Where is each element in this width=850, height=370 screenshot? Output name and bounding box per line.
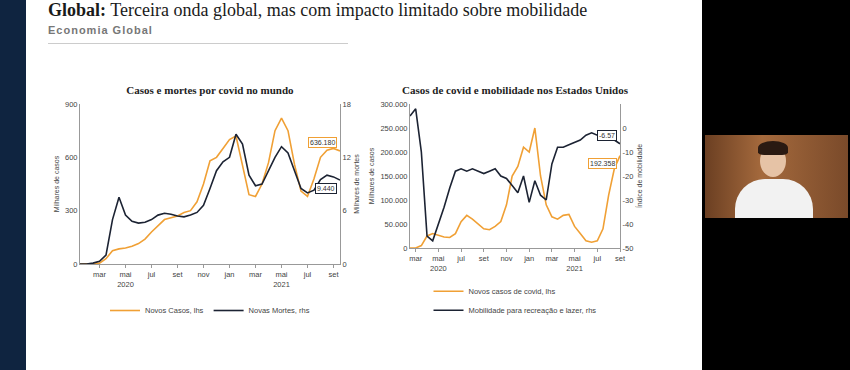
svg-text:0: 0	[343, 260, 347, 269]
svg-text:6: 6	[343, 206, 347, 215]
svg-text:mai2021: mai2021	[273, 270, 290, 289]
svg-text:jan: jan	[223, 270, 234, 279]
svg-text:50.000: 50.000	[385, 220, 408, 229]
svg-text:Milhares de casos: Milhares de casos	[53, 155, 60, 212]
svg-text:nov: nov	[197, 270, 209, 279]
html-text:Global: Terceira onda global,: Global: Terceira onda global, mas com im…	[48, 0, 588, 20]
svg-text:-50: -50	[623, 244, 634, 253]
svg-text:jul: jul	[593, 254, 602, 263]
svg-text:-30: -30	[623, 196, 634, 205]
svg-text:-10: -10	[623, 148, 634, 157]
svg-text:jul: jul	[456, 254, 465, 263]
svg-text:Milhares de casos: Milhares de casos	[368, 147, 375, 204]
svg-text:Casos de covid e mobilidade no: Casos de covid e mobilidade nos Estados …	[402, 84, 629, 96]
svg-text:150.000: 150.000	[380, 172, 407, 181]
svg-text:18: 18	[343, 100, 351, 109]
svg-text:mai2020: mai2020	[117, 270, 134, 289]
svg-text:12: 12	[343, 153, 351, 162]
svg-text:mar: mar	[93, 270, 106, 279]
svg-text:Novos Casos, lhs: Novos Casos, lhs	[145, 306, 204, 315]
svg-text:300.000: 300.000	[380, 100, 407, 109]
svg-text:200.000: 200.000	[380, 148, 407, 157]
svg-text:Índice de mobilidade: Índice de mobilidade	[635, 144, 643, 208]
svg-text:900: 900	[65, 100, 78, 109]
svg-text:set: set	[172, 270, 183, 279]
svg-text:100.000: 100.000	[380, 196, 407, 205]
html-text:Economia Global: Economia Global	[48, 24, 153, 36]
svg-text:mar: mar	[249, 270, 262, 279]
svg-text:Novas Mortes, rhs: Novas Mortes, rhs	[249, 306, 310, 315]
svg-text:mai2020: mai2020	[430, 254, 447, 273]
svg-text:0: 0	[403, 244, 407, 253]
svg-text:0: 0	[623, 124, 627, 133]
svg-text:Mobilidade para recreação e la: Mobilidade para recreação e lazer, rhs	[469, 306, 597, 315]
svg-text:jul: jul	[147, 270, 156, 279]
svg-text:300: 300	[65, 206, 78, 215]
svg-text:250.000: 250.000	[380, 124, 407, 133]
svg-text:mai2021: mai2021	[566, 254, 583, 273]
svg-text:set: set	[615, 254, 626, 263]
svg-text:9.440: 9.440	[317, 185, 335, 192]
svg-text:mar: mar	[545, 254, 558, 263]
svg-text:jul: jul	[303, 270, 312, 279]
svg-text:mar: mar	[409, 254, 422, 263]
svg-text:192.358: 192.358	[590, 160, 615, 167]
svg-text:600: 600	[65, 153, 78, 162]
svg-text:jan: jan	[523, 254, 534, 263]
svg-text:0: 0	[73, 260, 77, 269]
svg-text:Novos casos de covid, lhs: Novos casos de covid, lhs	[469, 287, 556, 296]
svg-text:set: set	[479, 254, 490, 263]
svg-text:636.180: 636.180	[310, 139, 335, 146]
svg-text:nov: nov	[500, 254, 512, 263]
svg-text:set: set	[328, 270, 339, 279]
svg-text:Milhares de mortes: Milhares de mortes	[353, 154, 360, 214]
svg-text:-6.57: -6.57	[599, 132, 615, 139]
svg-text:Casos e mortes por covid no mu: Casos e mortes por covid no mundo	[126, 84, 294, 96]
svg-text:-40: -40	[623, 220, 634, 229]
svg-text:-20: -20	[623, 172, 634, 181]
